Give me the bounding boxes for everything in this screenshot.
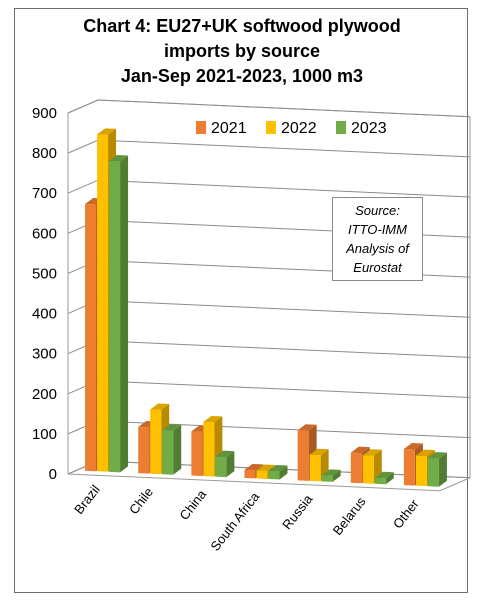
y-axis-ticks: 0 100 200 300 400 500 600 700 800 900 <box>32 105 57 483</box>
bar-front <box>191 431 203 477</box>
bar-top <box>362 449 382 456</box>
x-tick-label: Brazil <box>71 482 103 517</box>
bar-2022-belarus <box>362 449 382 484</box>
bar-top <box>162 424 182 431</box>
legend-label-2021: 2021 <box>211 120 247 137</box>
chart-title-line-2: imports by source <box>163 41 321 61</box>
bar-top <box>256 464 276 471</box>
bar-2023-china <box>215 450 235 478</box>
bar-side <box>226 451 235 478</box>
gridline <box>67 380 471 399</box>
bar-front <box>203 421 215 477</box>
bar-side <box>120 155 129 473</box>
bar-2023-belarus <box>374 471 394 485</box>
bar-side <box>279 465 288 480</box>
gridline <box>67 139 471 158</box>
y-tick-label: 0 <box>49 466 57 483</box>
bar-2023-chile <box>162 424 182 475</box>
bar-top <box>297 424 317 431</box>
bar-front <box>268 471 280 480</box>
bar-2023-other <box>427 452 447 487</box>
y-tick-label: 900 <box>32 105 57 122</box>
x-tick-label: China <box>176 486 209 523</box>
source-annotation: Source: ITTO-IMM Analysis of Eurostat <box>332 197 423 281</box>
legend-swatch-2023 <box>336 121 346 134</box>
bar-2023-brazil <box>109 154 129 473</box>
x-tick-label: Chile <box>126 484 156 517</box>
bar-front <box>256 470 268 479</box>
bar-front <box>244 469 256 479</box>
bar-front <box>374 477 386 485</box>
chart-title-line-3: Jan-Sep 2021-2023, 1000 m3 <box>120 66 364 86</box>
bar-2023-south-africa <box>268 465 288 480</box>
legend-swatch-2021 <box>196 121 206 134</box>
bar-top <box>150 403 170 411</box>
x-tick-label: South Africa <box>207 489 262 554</box>
source-line-4: Eurostat <box>353 260 402 275</box>
bar-side <box>385 472 394 485</box>
bar-front <box>415 455 427 487</box>
bar-front <box>97 134 109 472</box>
bar-top <box>215 450 235 458</box>
chart-title-line-1: Chart 4: EU27+UK softwood plywood <box>83 16 401 36</box>
bar-top <box>321 469 341 476</box>
y-tick-label: 300 <box>32 346 57 363</box>
y-tick-label: 600 <box>32 225 57 242</box>
bar-side <box>173 424 182 475</box>
gridline <box>67 340 471 358</box>
bar-front <box>297 430 309 481</box>
bar-top <box>350 446 370 454</box>
bar-front <box>362 455 374 484</box>
legend-label-2022: 2022 <box>281 120 317 137</box>
bar-top <box>109 154 129 162</box>
gridlines <box>67 99 471 492</box>
bar-top <box>97 128 117 135</box>
bars <box>85 128 447 487</box>
gridline <box>67 420 471 439</box>
gridline <box>67 99 471 118</box>
bar-side <box>438 452 447 487</box>
y-tick-label: 100 <box>32 426 57 443</box>
y-tick-label: 800 <box>32 145 57 162</box>
bar-side <box>332 469 341 482</box>
chart-title: Chart 4: EU27+UK softwood plywood import… <box>0 14 484 89</box>
bar-front <box>138 427 150 474</box>
y-tick-label: 500 <box>32 265 57 282</box>
x-tick-label: Other <box>390 496 422 531</box>
legend: 2021 2022 2023 <box>196 120 387 137</box>
bar-front <box>427 458 439 487</box>
gridline <box>67 300 471 318</box>
bar-top <box>415 449 435 457</box>
bar-front <box>309 454 321 482</box>
legend-label-2023: 2023 <box>351 120 387 137</box>
source-line-3: Analysis of <box>346 241 409 256</box>
bar-front <box>150 409 162 475</box>
legend-swatch-2022 <box>266 121 276 134</box>
bar-top <box>374 471 394 479</box>
bar-2023-russia <box>321 469 341 482</box>
bar-front <box>109 160 121 473</box>
source-line-1: Source: <box>355 203 400 218</box>
bar-top <box>309 448 329 456</box>
bar-front <box>162 430 174 475</box>
bar-front <box>350 452 362 484</box>
y-tick-label: 700 <box>32 185 57 202</box>
bar-top <box>203 415 223 423</box>
bar-front <box>85 204 97 472</box>
bar-top <box>427 452 447 459</box>
bar-top <box>268 465 288 472</box>
bar-top <box>403 443 423 450</box>
x-tick-label: Belarus <box>330 494 369 538</box>
y-tick-label: 400 <box>32 306 57 323</box>
bar-front <box>321 475 333 482</box>
bar-front <box>403 449 415 486</box>
bar-top <box>244 463 264 471</box>
x-tick-label: Russia <box>279 491 316 532</box>
y-tick-label: 200 <box>32 386 57 403</box>
gridline <box>67 179 471 198</box>
source-line-2: ITTO-IMM <box>348 222 407 237</box>
bar-front <box>215 456 227 478</box>
